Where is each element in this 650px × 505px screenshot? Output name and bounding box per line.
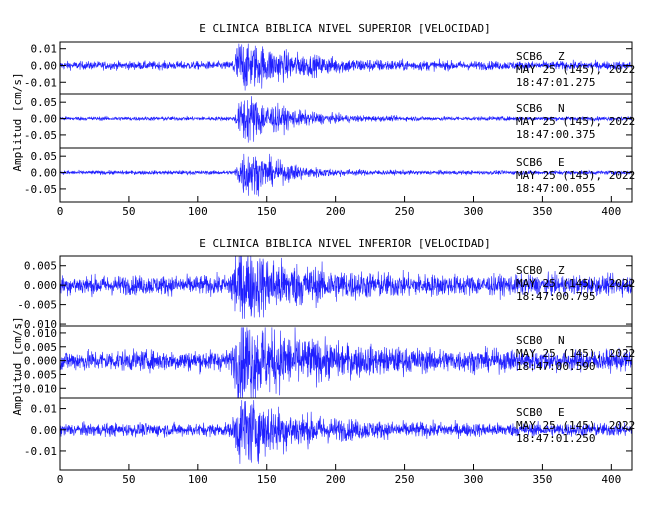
x-tick-label: 150: [257, 473, 277, 486]
record-time: 18:47:01.275: [516, 76, 595, 89]
y-tick-label: -0.010: [17, 382, 57, 395]
y-tick-label: 0.000: [24, 279, 57, 292]
station-label: SCB0: [516, 334, 543, 347]
trace-scb0-n: [59, 327, 633, 399]
record-date: MAY 25 (145), 2022: [516, 277, 635, 290]
x-tick-label: 350: [532, 205, 552, 218]
y-tick-label: 0.000: [24, 355, 57, 368]
trace-scb0-z: [59, 255, 633, 319]
x-tick-label: 50: [122, 205, 135, 218]
component-label: E: [558, 156, 565, 169]
x-tick-label: 0: [57, 205, 64, 218]
x-tick-label: 200: [326, 473, 346, 486]
x-tick-label: 250: [395, 473, 415, 486]
y-tick-label: 0.005: [24, 341, 57, 354]
component-label: E: [558, 406, 565, 419]
x-tick-label: 300: [464, 205, 484, 218]
y-tick-label: -0.05: [24, 129, 57, 142]
y-tick-label: 0.005: [24, 260, 57, 273]
record-date: MAY 25 (145), 2022: [516, 169, 635, 182]
y-tick-label: -0.05: [24, 183, 57, 196]
y-tick-label: 0.00: [31, 424, 58, 437]
x-tick-label: 0: [57, 473, 64, 486]
y-tick-label: 0.00: [31, 59, 58, 72]
y-tick-label: 0.05: [31, 150, 58, 163]
y-axis-label-superior: Amplitud [cm/s]: [11, 72, 24, 171]
record-time: 18:47:00.795: [516, 290, 595, 303]
component-label: N: [558, 334, 565, 347]
y-axis-label-inferior: Amplitud [cm/s]: [11, 316, 24, 415]
y-tick-label: 0.00: [31, 113, 58, 126]
x-tick-label: 400: [601, 205, 621, 218]
trace-scb6-z: [59, 43, 633, 91]
station-label: SCB6: [516, 102, 543, 115]
record-time: 18:47:00.375: [516, 128, 595, 141]
station-label: SCB0: [516, 406, 543, 419]
trace-scb6-n: [59, 96, 633, 143]
component-label: Z: [558, 50, 565, 63]
station-label: SCB6: [516, 50, 543, 63]
y-tick-label: 0.00: [31, 167, 58, 180]
y-tick-label: -0.01: [24, 445, 57, 458]
record-date: MAY 25 (145), 2022: [516, 115, 635, 128]
trace-scb0-e: [59, 400, 633, 464]
panel-frame-scb0-e: [59, 397, 633, 471]
station-label: SCB6: [516, 156, 543, 169]
y-tick-label: 0.010: [24, 327, 57, 340]
record-time: 18:47:00.055: [516, 182, 595, 195]
component-label: Z: [558, 264, 565, 277]
record-date: MAY 25 (145), 2022: [516, 419, 635, 432]
y-tick-label: -0.005: [17, 299, 57, 312]
component-label: N: [558, 102, 565, 115]
x-tick-label: 150: [257, 205, 277, 218]
x-tick-label: 100: [188, 473, 208, 486]
chart-title-superior: E CLINICA BIBLICA NIVEL SUPERIOR [VELOCI…: [199, 22, 490, 35]
y-tick-label: 0.01: [31, 403, 58, 416]
y-tick-label: -0.01: [24, 76, 57, 89]
x-tick-label: 200: [326, 205, 346, 218]
record-date: MAY 25 (145), 2022: [516, 63, 635, 76]
x-tick-label: 300: [464, 473, 484, 486]
record-time: 18:47:00.590: [516, 360, 595, 373]
x-tick-label: 100: [188, 205, 208, 218]
station-label: SCB0: [516, 264, 543, 277]
x-tick-label: 400: [601, 473, 621, 486]
record-time: 18:47:01.250: [516, 432, 595, 445]
y-tick-label: 0.01: [31, 43, 58, 56]
y-tick-label: 0.05: [31, 96, 58, 109]
x-tick-label: 350: [532, 473, 552, 486]
trace-scb6-e: [59, 153, 633, 197]
record-date: MAY 25 (145), 2022: [516, 347, 635, 360]
x-tick-label: 50: [122, 473, 135, 486]
y-tick-label: -0.005: [17, 368, 57, 381]
x-tick-label: 250: [395, 205, 415, 218]
chart-title-inferior: E CLINICA BIBLICA NIVEL INFERIOR [VELOCI…: [199, 237, 490, 250]
y-tick-label: -0.010: [17, 318, 57, 331]
panel-frame-scb6-e: [59, 147, 633, 203]
